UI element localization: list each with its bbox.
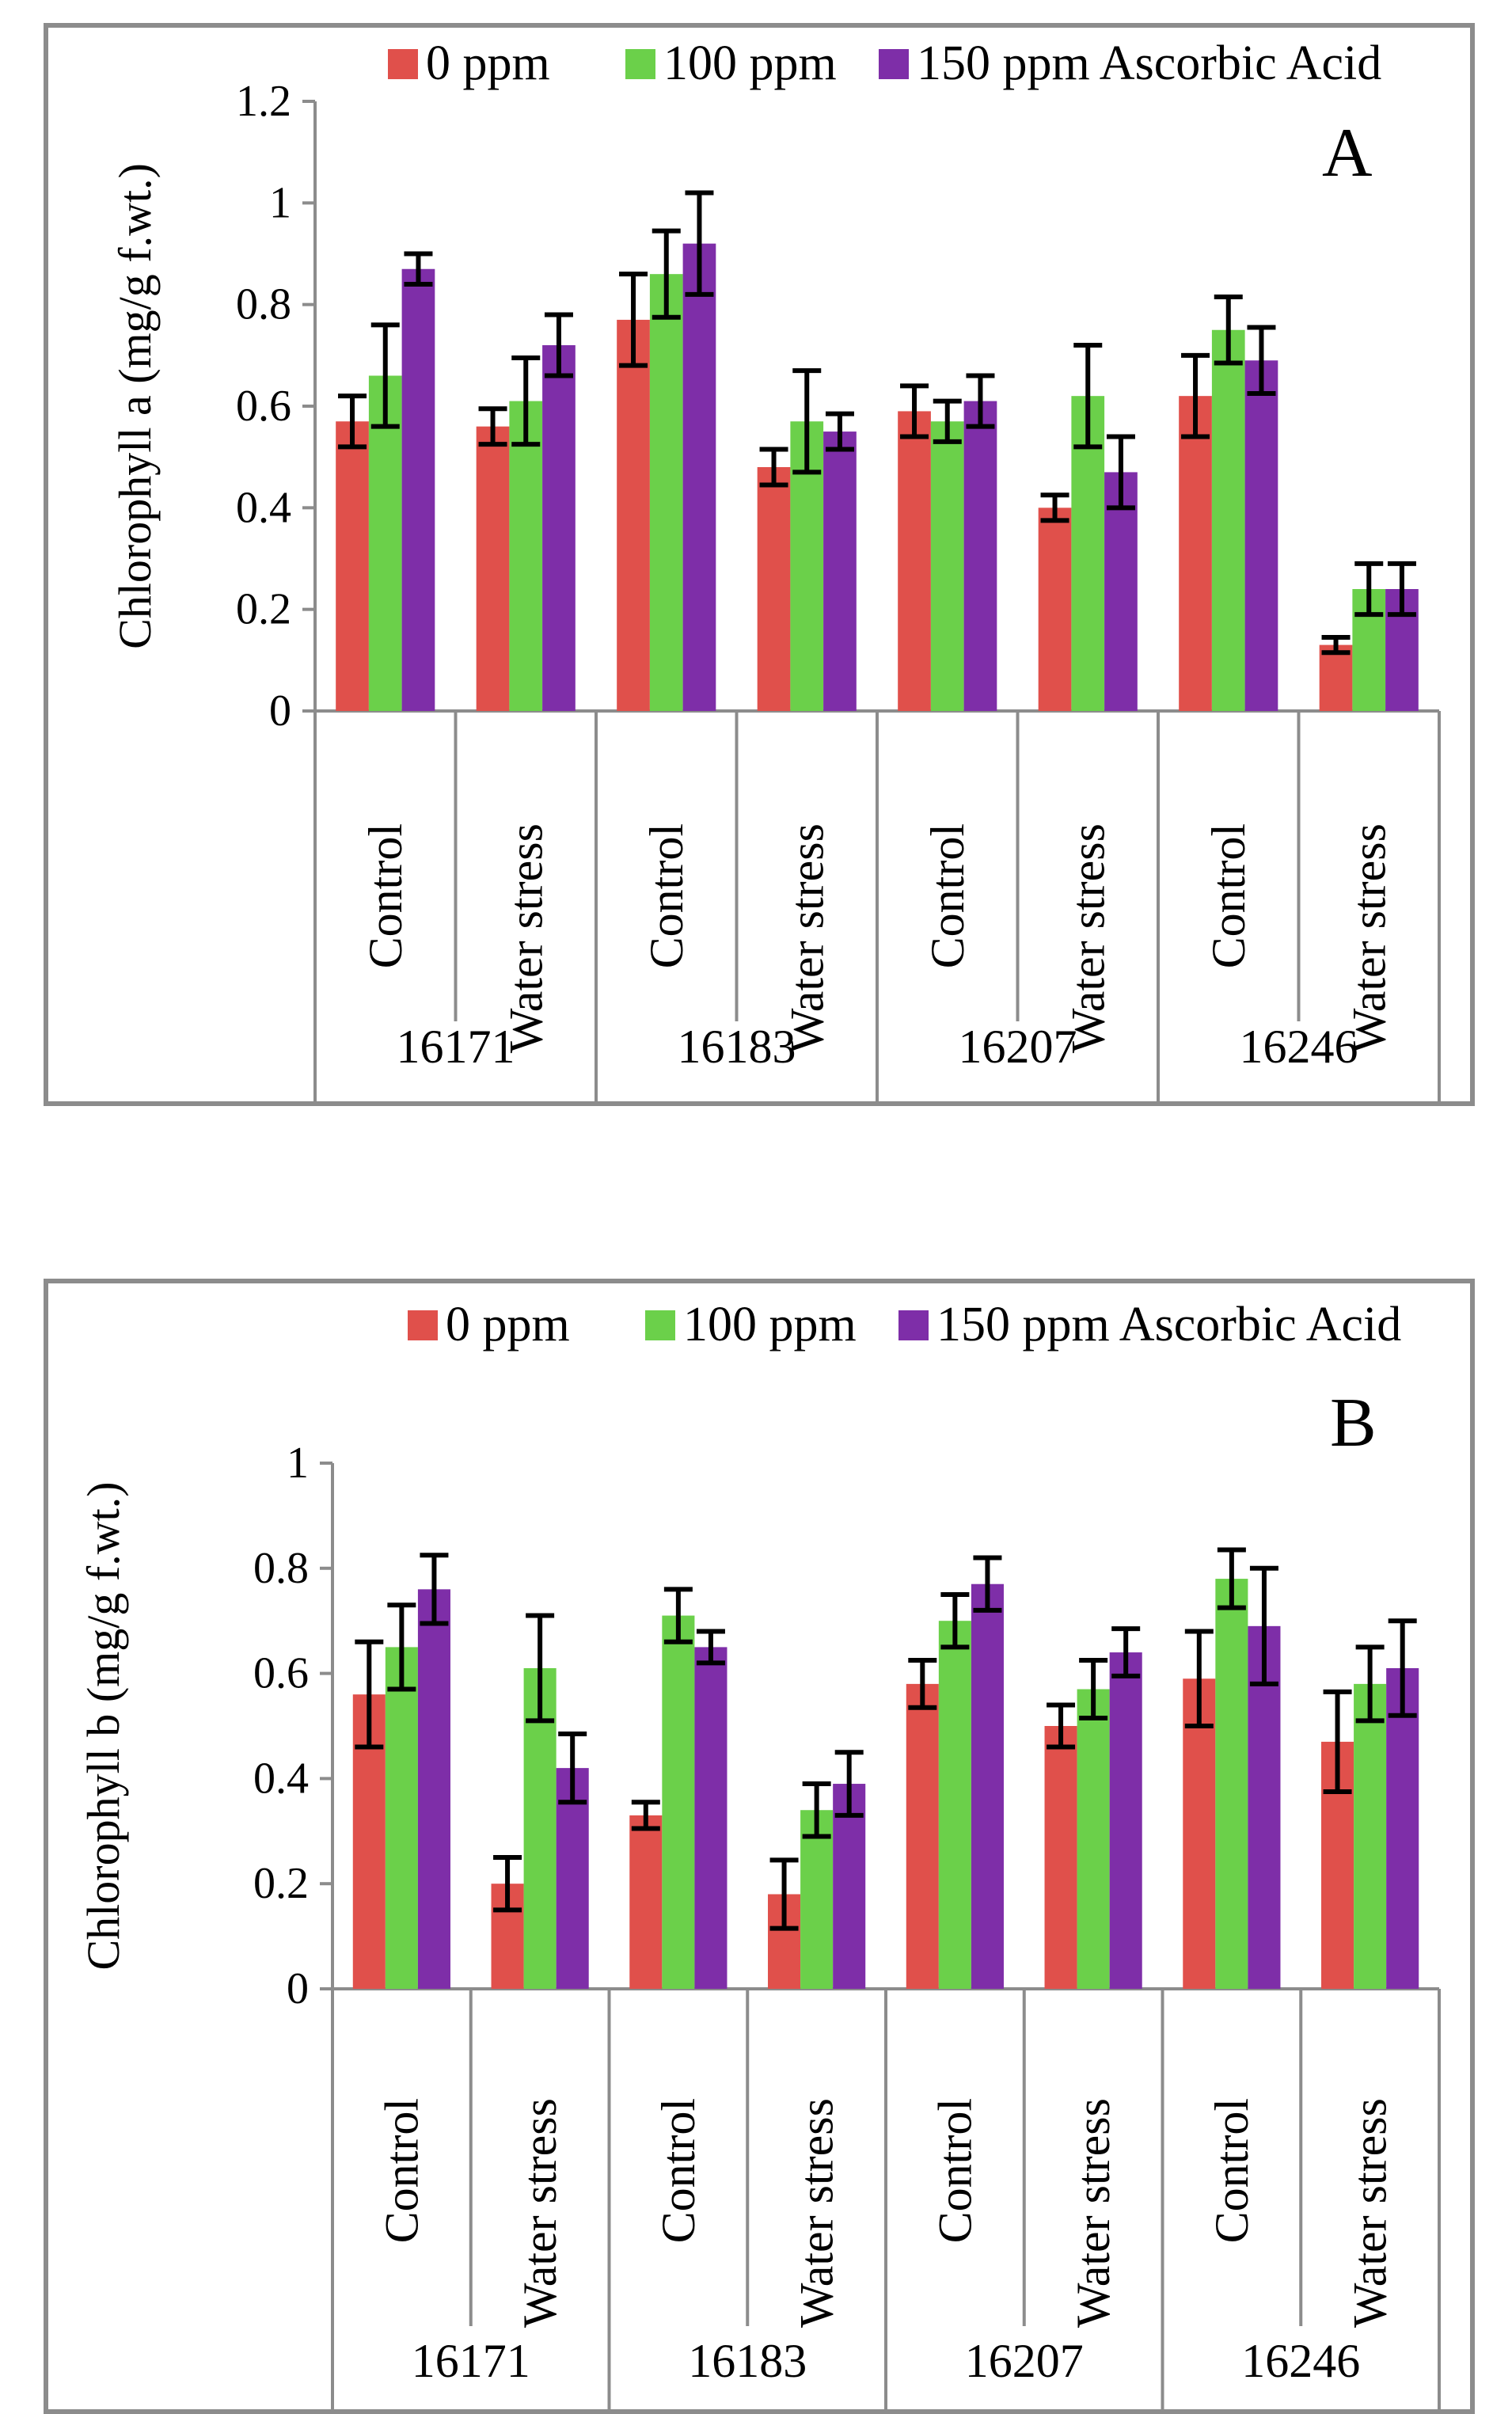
x-group-label-b: 16183	[688, 2335, 807, 2387]
bar-b	[556, 1768, 589, 1989]
x-group-label-b: 16171	[412, 2335, 530, 2387]
panel-letter-a: A	[1322, 115, 1373, 192]
x-category-label-b: Control	[1206, 2098, 1258, 2243]
bar-a	[401, 268, 435, 711]
bar-b	[1183, 1678, 1216, 1989]
bar-b	[971, 1583, 1004, 1989]
legend-label-a: 100 ppm	[663, 36, 837, 90]
x-group-label-a: 16207	[959, 1021, 1077, 1073]
bar-a	[1179, 396, 1212, 711]
legend-label-b: 100 ppm	[683, 1298, 857, 1351]
y-tick-label-a: 0.8	[236, 280, 291, 329]
bar-b	[629, 1815, 663, 1989]
bar-b	[1077, 1689, 1110, 1989]
x-category-label-a: Control	[359, 823, 412, 968]
x-category-label-b: Control	[375, 2098, 427, 2243]
y-tick-label-b: 0.4	[253, 1754, 309, 1803]
y-tick-label-a: 1.2	[236, 77, 291, 126]
legend-swatch-a	[388, 49, 418, 79]
y-tick-label-b: 0.2	[253, 1859, 309, 1908]
bar-a	[898, 411, 931, 711]
y-axis-label-b: Chlorophyll b (mg/g f.wt.)	[78, 1481, 129, 1970]
bar-b	[1248, 1625, 1281, 1989]
bar-b	[800, 1810, 834, 1989]
panel-frame-b	[44, 1279, 1475, 2414]
x-category-label-a: Water stress	[781, 823, 833, 1053]
bar-a	[1104, 472, 1138, 711]
bar-b	[694, 1647, 728, 1989]
bar-b	[1215, 1579, 1248, 1989]
y-tick-label-b: 0	[287, 1964, 309, 2013]
bar-a	[649, 274, 683, 712]
bar-b	[1386, 1667, 1419, 1989]
bar-a	[509, 401, 543, 711]
chart-panel-b: 0 0.2 0.4 0.6 0.8 1 Control Water stress Control…	[44, 1279, 1475, 2414]
bar-b	[417, 1589, 450, 1989]
legend-swatch-b	[645, 1310, 675, 1340]
y-tick-label-a: 0	[269, 686, 291, 736]
x-category-label-b: Water stress	[1344, 2098, 1396, 2328]
y-tick-label-a: 0.4	[236, 483, 291, 532]
bar-a	[476, 426, 510, 711]
bar-a	[336, 421, 369, 711]
bar-a	[757, 467, 791, 711]
y-tick-label-b: 1	[287, 1439, 309, 1488]
bar-b	[833, 1784, 866, 1989]
bar-a	[1244, 360, 1278, 711]
bar-a	[823, 431, 857, 711]
x-group-label-b: 16246	[1241, 2335, 1360, 2387]
x-category-label-a: Control	[921, 823, 974, 968]
bar-a	[963, 401, 997, 711]
x-category-label-b: Water stress	[1067, 2098, 1119, 2328]
legend-label-a: 0 ppm	[426, 36, 550, 90]
bar-a	[1038, 508, 1072, 711]
x-category-label-b: Control	[929, 2098, 981, 2243]
x-category-label-a: Water stress	[500, 823, 552, 1053]
bar-a	[682, 243, 716, 712]
x-category-label-b: Water stress	[514, 2098, 566, 2328]
y-tick-label-b: 0.8	[253, 1544, 309, 1593]
x-category-label-a: Water stress	[1343, 823, 1395, 1053]
legend-label-a: 150 ppm Ascorbic Acid	[917, 36, 1381, 90]
x-category-label-b: Control	[652, 2098, 705, 2243]
panel-letter-b: B	[1330, 1385, 1377, 1462]
x-category-label-b: Water stress	[791, 2098, 843, 2328]
bar-a	[1211, 329, 1245, 711]
legend-label-b: 0 ppm	[446, 1298, 570, 1351]
bar-b	[1109, 1652, 1142, 1989]
bar-b	[906, 1683, 939, 1989]
bar-b	[385, 1647, 418, 1989]
bar-a	[930, 421, 964, 711]
x-category-label-a: Water stress	[1062, 823, 1114, 1053]
x-group-label-a: 16183	[678, 1021, 796, 1073]
chart-panel-a: 0 0.2 0.4 0.6 0.8 1 1.2 Control Water stress Cont…	[44, 23, 1475, 1106]
bar-a	[368, 375, 402, 711]
legend-label-b: 150 ppm Ascorbic Acid	[936, 1298, 1401, 1351]
bar-a	[542, 345, 576, 711]
bar-b	[1044, 1726, 1077, 1989]
legend-swatch-b	[898, 1310, 929, 1340]
y-tick-label-a: 0.6	[236, 382, 291, 431]
x-group-label-a: 16246	[1240, 1021, 1358, 1073]
y-tick-label-a: 0.2	[236, 585, 291, 634]
x-group-label-b: 16207	[965, 2335, 1084, 2387]
bar-a	[617, 319, 650, 711]
bar-a	[1319, 644, 1353, 711]
y-tick-label-a: 1	[269, 178, 291, 227]
bar-b	[938, 1621, 971, 1989]
x-category-label-a: Control	[1202, 823, 1255, 968]
bar-b	[1354, 1683, 1387, 1989]
legend-swatch-a	[879, 49, 909, 79]
legend-swatch-b	[408, 1310, 438, 1340]
bar-b	[662, 1615, 695, 1989]
y-tick-label-b: 0.6	[253, 1649, 309, 1698]
x-category-label-a: Control	[640, 823, 693, 968]
y-axis-label-a: Chlorophyll a (mg/g f.wt.)	[109, 163, 161, 649]
x-group-label-a: 16171	[397, 1021, 515, 1073]
legend-swatch-a	[625, 49, 655, 79]
